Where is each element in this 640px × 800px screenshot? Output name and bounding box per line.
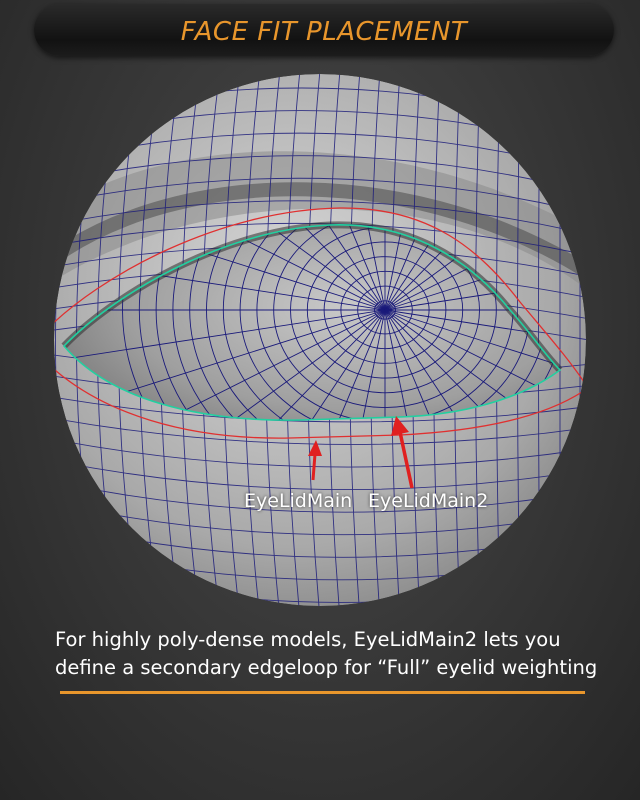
caption: For highly poly-dense models, EyeLidMain… — [55, 626, 615, 682]
arrow-eyelidmain2 — [391, 416, 414, 489]
caption-line-2: define a secondary edgeloop for “Full” e… — [55, 656, 598, 679]
edgeloop-primary — [62, 224, 562, 421]
arrow-eyelidmain — [308, 440, 322, 481]
title-bar: FACE FIT PLACEMENT — [34, 4, 614, 56]
edgeloop-secondary — [54, 207, 586, 439]
label-eyelidmain: EyeLidMain — [244, 490, 353, 512]
eye-mesh-viewport: EyeLidMain EyeLidMain2 — [40, 70, 600, 618]
caption-line-1: For highly poly-dense models, EyeLidMain… — [55, 628, 561, 651]
divider — [60, 691, 585, 694]
eye-mesh-render — [54, 74, 586, 606]
label-eyelidmain2: EyeLidMain2 — [368, 490, 489, 512]
page-title: FACE FIT PLACEMENT — [180, 17, 468, 47]
